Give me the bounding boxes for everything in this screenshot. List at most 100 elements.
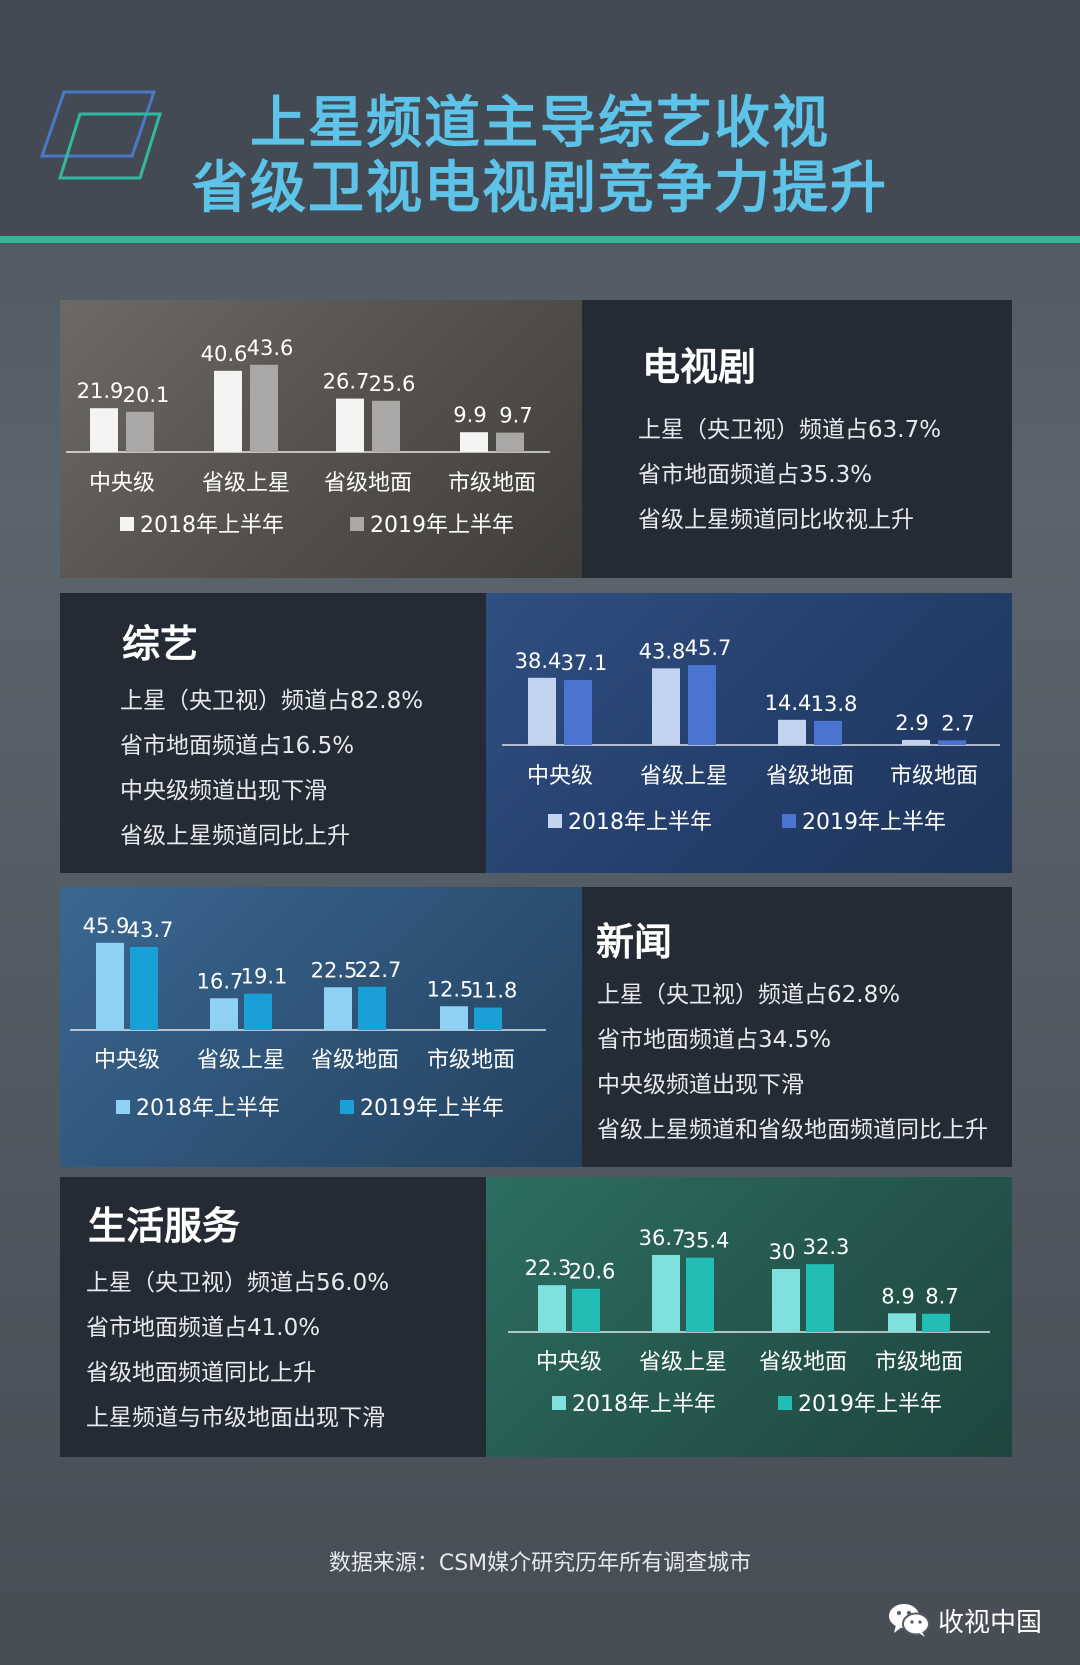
life-value-label-1-3: 8.7 [925, 1285, 958, 1309]
brand-mark: 收视中国 [888, 1600, 1042, 1640]
life-line-2: 省市地面频道占41.0% [86, 1315, 321, 1341]
tv-chart: 21.9 20.1 中央级 40.6 43.6 省级上星 26.7 25.6 省级地面 9.9 9.… [60, 300, 582, 578]
news-value-label-1-0: 43.7 [127, 918, 174, 942]
news-category-label-0: 中央级 [94, 1048, 160, 1073]
variety-value-label-0-1: 43.8 [639, 639, 686, 663]
life-category-label-0: 中央级 [536, 1350, 602, 1375]
variety-legend-swatch-0 [548, 814, 562, 828]
variety-category-label-3: 市级地面 [890, 764, 978, 789]
news-legend-label-1: 2019年上半年 [360, 1096, 504, 1121]
tv-value-label-0-0: 21.9 [77, 379, 124, 403]
life-bar-1-2 [806, 1264, 834, 1332]
variety-chart: 38.4 37.1 中央级 43.8 45.7 省级上星 14.4 13.8 省级地面 2.9 2.… [486, 593, 1012, 873]
life-value-label-0-2: 30 [769, 1240, 796, 1264]
variety-text-panel: 综艺 上星（央卫视）频道占82.8% 省市地面频道占16.5% 中央级频道出现下… [60, 593, 486, 873]
variety-bar-1-3 [938, 740, 966, 745]
tv-title: 电视剧 [642, 345, 757, 389]
parallelogram-logo-icon [39, 90, 163, 180]
news-chart-panel: 45.9 43.7 中央级 16.7 19.1 省级上星 22.5 22.7 省级地面 12.5 1… [60, 887, 582, 1167]
tv-bar-1-1 [250, 364, 278, 452]
variety-bar-1-1 [688, 665, 716, 745]
tv-legend-swatch-1 [350, 517, 364, 531]
wechat-icon [888, 1604, 930, 1637]
life-value-label-1-0: 20.6 [569, 1260, 616, 1284]
news-category-label-2: 省级地面 [311, 1048, 399, 1073]
variety-chart-svg: 38.4 37.1 中央级 43.8 45.7 省级上星 14.4 13.8 省级地面 2.9 2.… [502, 636, 1000, 835]
variety-bar-0-0 [528, 677, 556, 745]
news-legend-swatch-1 [340, 1100, 354, 1114]
data-source: 数据来源：CSM媒介研究历年所有调查城市 [328, 1551, 752, 1576]
variety-value-label-1-1: 45.7 [685, 636, 732, 660]
tv-value-label-1-1: 43.6 [247, 336, 294, 360]
news-bar-0-3 [440, 1006, 468, 1030]
news-line-3: 中央级频道出现下滑 [597, 1072, 804, 1098]
tv-category-label-3: 市级地面 [448, 471, 536, 496]
variety-value-label-1-0: 37.1 [561, 651, 608, 675]
variety-bar-0-1 [652, 668, 680, 745]
news-value-label-0-0: 45.9 [83, 914, 130, 938]
life-category-label-3: 市级地面 [875, 1350, 963, 1375]
life-legend-label-0: 2018年上半年 [572, 1392, 716, 1417]
variety-bar-1-0 [564, 680, 592, 745]
variety-bar-0-3 [902, 739, 930, 745]
news-category-label-3: 市级地面 [427, 1048, 515, 1073]
news-line-4: 省级上星频道和省级地面频道同比上升 [597, 1117, 988, 1143]
life-value-label-1-1: 35.4 [683, 1229, 730, 1253]
life-title: 生活服务 [88, 1204, 241, 1248]
life-line-3: 省级地面频道同比上升 [86, 1360, 316, 1386]
life-value-label-0-0: 22.3 [525, 1256, 572, 1280]
tv-chart-svg: 21.9 20.1 中央级 40.6 43.6 省级上星 26.7 25.6 省级地面 9.9 9.… [66, 336, 550, 538]
life-chart: 22.3 20.6 中央级 36.7 35.4 省级上星 30 32.3 省级地面 8.9 8.7 市… [486, 1177, 1012, 1457]
variety-value-label-1-2: 13.8 [811, 692, 858, 716]
tv-value-label-0-3: 9.9 [453, 403, 486, 427]
variety-category-label-2: 省级地面 [766, 764, 854, 789]
tv-value-label-1-3: 9.7 [499, 404, 532, 428]
tv-bar-1-3 [496, 432, 524, 452]
life-legend-label-1: 2019年上半年 [798, 1392, 942, 1417]
header: 上星频道主导综艺收视 省级卫视电视剧竞争力提升 [0, 0, 1080, 240]
life-value-label-1-2: 32.3 [803, 1235, 850, 1259]
news-value-label-0-3: 12.5 [427, 977, 474, 1001]
tv-value-label-1-0: 20.1 [123, 383, 170, 407]
news-legend-swatch-0 [116, 1100, 130, 1114]
news-value-label-0-2: 22.5 [311, 958, 358, 982]
variety-bar-1-2 [814, 720, 842, 745]
news-bar-0-2 [324, 987, 352, 1030]
life-line-4: 上星频道与市级地面出现下滑 [86, 1405, 385, 1431]
tv-bar-0-1 [214, 370, 242, 452]
life-bar-1-0 [572, 1288, 600, 1332]
news-bar-0-0 [96, 942, 124, 1030]
tv-category-label-1: 省级上星 [202, 471, 290, 496]
news-value-label-0-1: 16.7 [197, 969, 244, 993]
variety-line-2: 省市地面频道占16.5% [120, 733, 355, 759]
news-text-panel: 新闻 上星（央卫视）频道占62.8% 省市地面频道占34.5% 中央级频道出现下… [582, 887, 1012, 1167]
news-value-label-1-2: 22.7 [355, 958, 402, 982]
life-legend-swatch-1 [778, 1396, 792, 1410]
page-title-line1: 上星频道主导综艺收视 [250, 91, 830, 156]
life-bar-0-2 [772, 1269, 800, 1332]
tv-value-label-0-1: 40.6 [201, 342, 248, 366]
news-category-label-1: 省级上星 [197, 1048, 285, 1073]
life-category-label-2: 省级地面 [759, 1350, 847, 1375]
life-value-label-0-1: 36.7 [639, 1226, 686, 1250]
variety-category-label-0: 中央级 [527, 764, 593, 789]
tv-value-label-0-2: 26.7 [323, 370, 370, 394]
news-bar-1-2 [358, 986, 386, 1030]
news-legend-label-0: 2018年上半年 [136, 1096, 280, 1121]
tv-category-label-0: 中央级 [89, 471, 155, 496]
variety-value-label-0-2: 14.4 [765, 691, 812, 715]
brand-name: 收视中国 [937, 1607, 1042, 1638]
life-bar-0-0 [538, 1285, 566, 1332]
tv-chart-panel: 21.9 20.1 中央级 40.6 43.6 省级上星 26.7 25.6 省级地面 9.9 9.… [60, 300, 582, 578]
news-line-1: 上星（央卫视）频道占62.8% [597, 982, 901, 1008]
variety-line-4: 省级上星频道同比上升 [120, 823, 350, 849]
tv-text-panel: 电视剧 上星（央卫视）频道占63.7% 省市地面频道占35.3% 省级上星频道同… [582, 300, 1012, 578]
variety-value-label-1-3: 2.7 [941, 711, 974, 735]
tv-value-label-1-2: 25.6 [369, 372, 416, 396]
tv-line-2: 省市地面频道占35.3% [638, 462, 873, 488]
tv-bar-0-0 [90, 408, 118, 452]
variety-chart-panel: 38.4 37.1 中央级 43.8 45.7 省级上星 14.4 13.8 省级地面 2.9 2.… [486, 593, 1012, 873]
variety-value-label-0-0: 38.4 [515, 649, 562, 673]
tv-legend-label-0: 2018年上半年 [140, 513, 284, 538]
life-value-label-0-3: 8.9 [881, 1284, 914, 1308]
